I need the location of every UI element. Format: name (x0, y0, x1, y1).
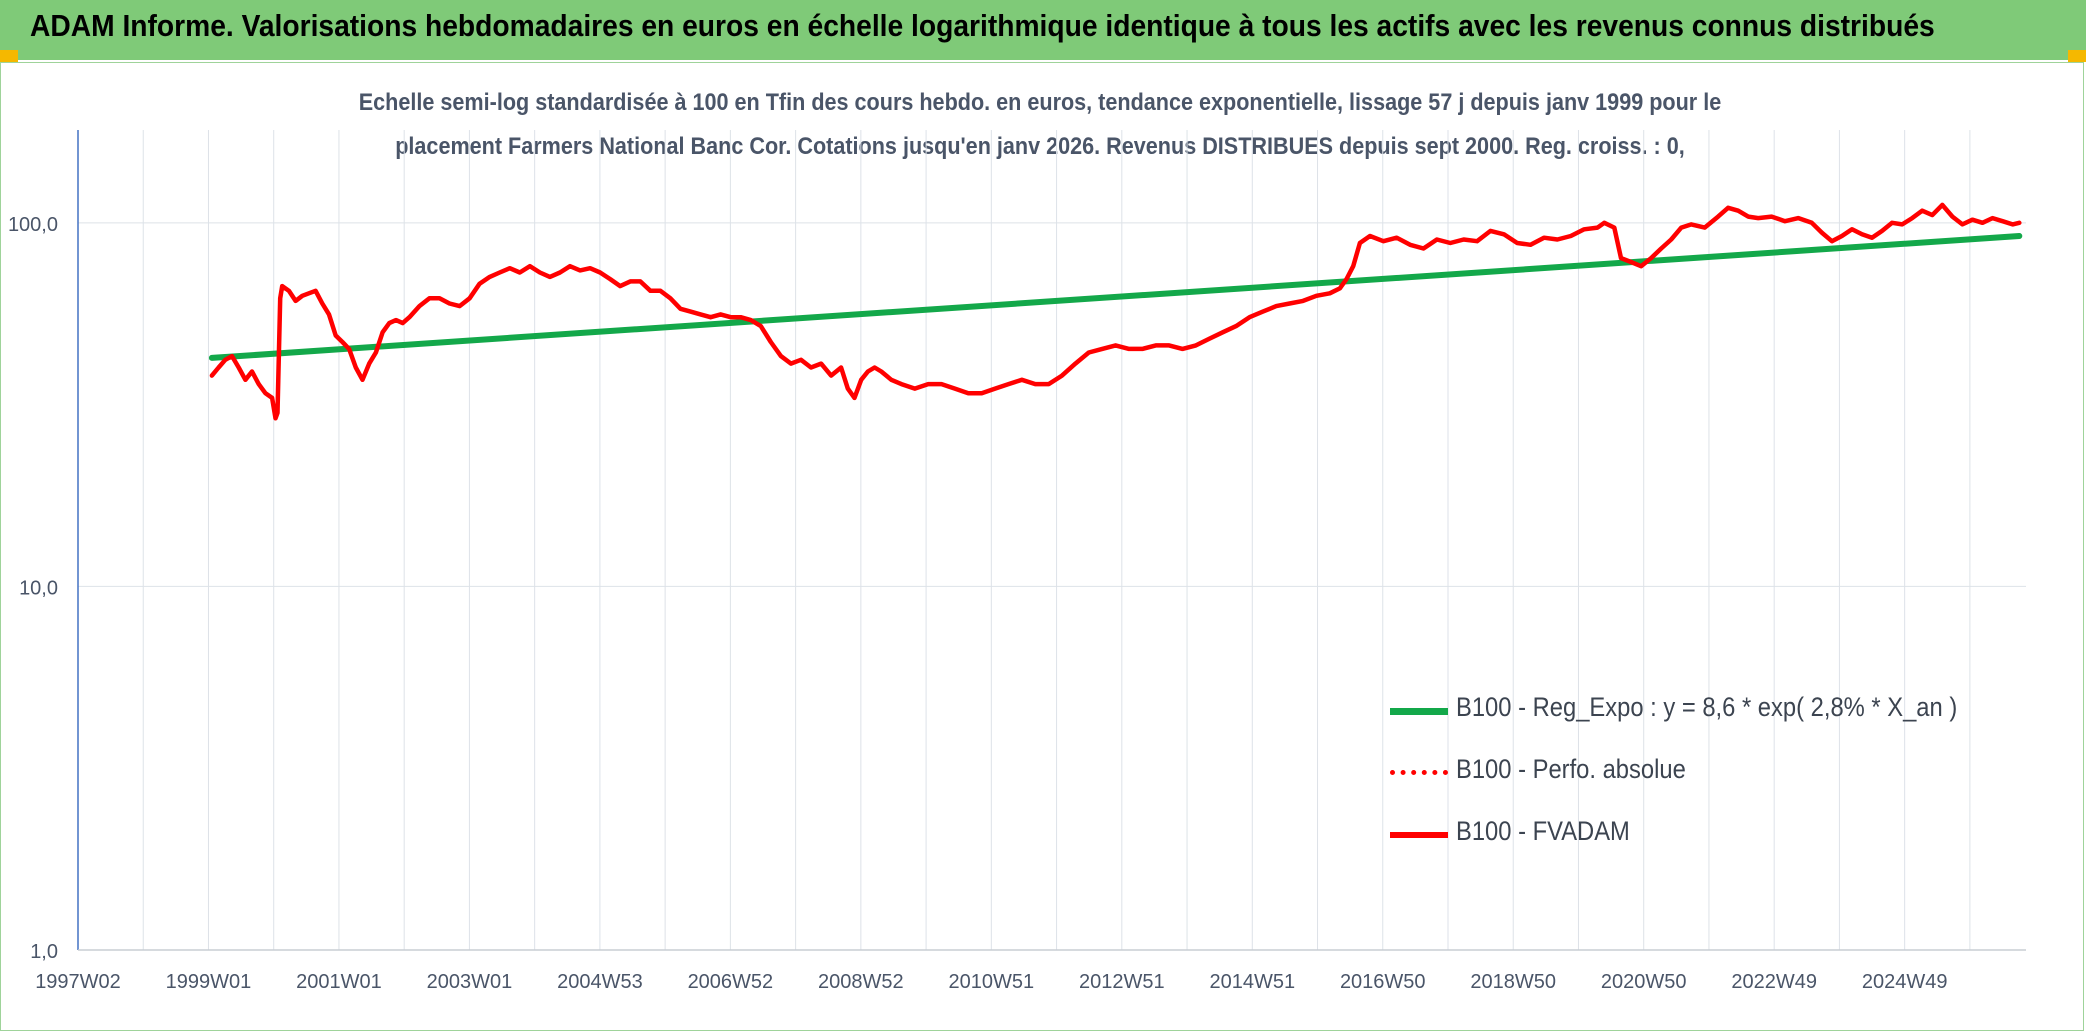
series-reg-expo-line (208, 233, 2023, 361)
chart-title-line-1: Echelle semi-log standardisée à 100 en T… (358, 89, 1722, 116)
legend-label-reg-expo: B100 - Reg_Expo : y = 8,6 * exp( 2,8% * … (1456, 692, 1958, 722)
legend-swatch-fvadam (1390, 832, 1448, 838)
x-tick-label: 2024W49 (1862, 971, 1948, 993)
y-tick-label: 1,0 (30, 941, 58, 963)
x-tick-label: 2020W50 (1601, 971, 1687, 993)
legend-swatch-reg-expo (1390, 708, 1448, 715)
x-tick-label: 2018W50 (1470, 971, 1556, 993)
x-tick-label: 2006W52 (688, 971, 774, 993)
x-tick-label: 1997W02 (35, 971, 121, 993)
x-tick-label: 2001W01 (296, 971, 382, 993)
x-tick-label: 2022W49 (1731, 971, 1817, 993)
x-tick-label: 2012W51 (1079, 971, 1165, 993)
corner-marker-right (2068, 50, 2086, 62)
x-tick-label: 1999W01 (166, 971, 252, 993)
x-tick-label: 2003W01 (427, 971, 513, 993)
x-tick-label: 2008W52 (818, 971, 904, 993)
chart-frame (0, 62, 2084, 1031)
x-tick-label: 2010W51 (949, 971, 1035, 993)
x-tick-label: 2004W53 (557, 971, 643, 993)
chart-title-line-2: placement Farmers National Banc Cor. Cot… (395, 133, 1685, 160)
legend-label-perfo-absolue: B100 - Perfo. absolue (1456, 754, 1686, 784)
x-tick-label: 2016W50 (1340, 971, 1426, 993)
report-title: ADAM Informe. Valorisations hebdomadaire… (30, 8, 1935, 43)
corner-marker-left (0, 50, 18, 62)
legend-swatch-perfo-absolue (1390, 770, 1448, 775)
report-banner: ADAM Informe. Valorisations hebdomadaire… (0, 0, 2086, 60)
series-fvadam-line (209, 202, 2022, 421)
y-tick-label: 10,0 (19, 577, 58, 599)
y-tick-label: 100,0 (8, 214, 58, 236)
x-tick-label: 2014W51 (1209, 971, 1295, 993)
legend-label-fvadam: B100 - FVADAM (1456, 816, 1630, 846)
